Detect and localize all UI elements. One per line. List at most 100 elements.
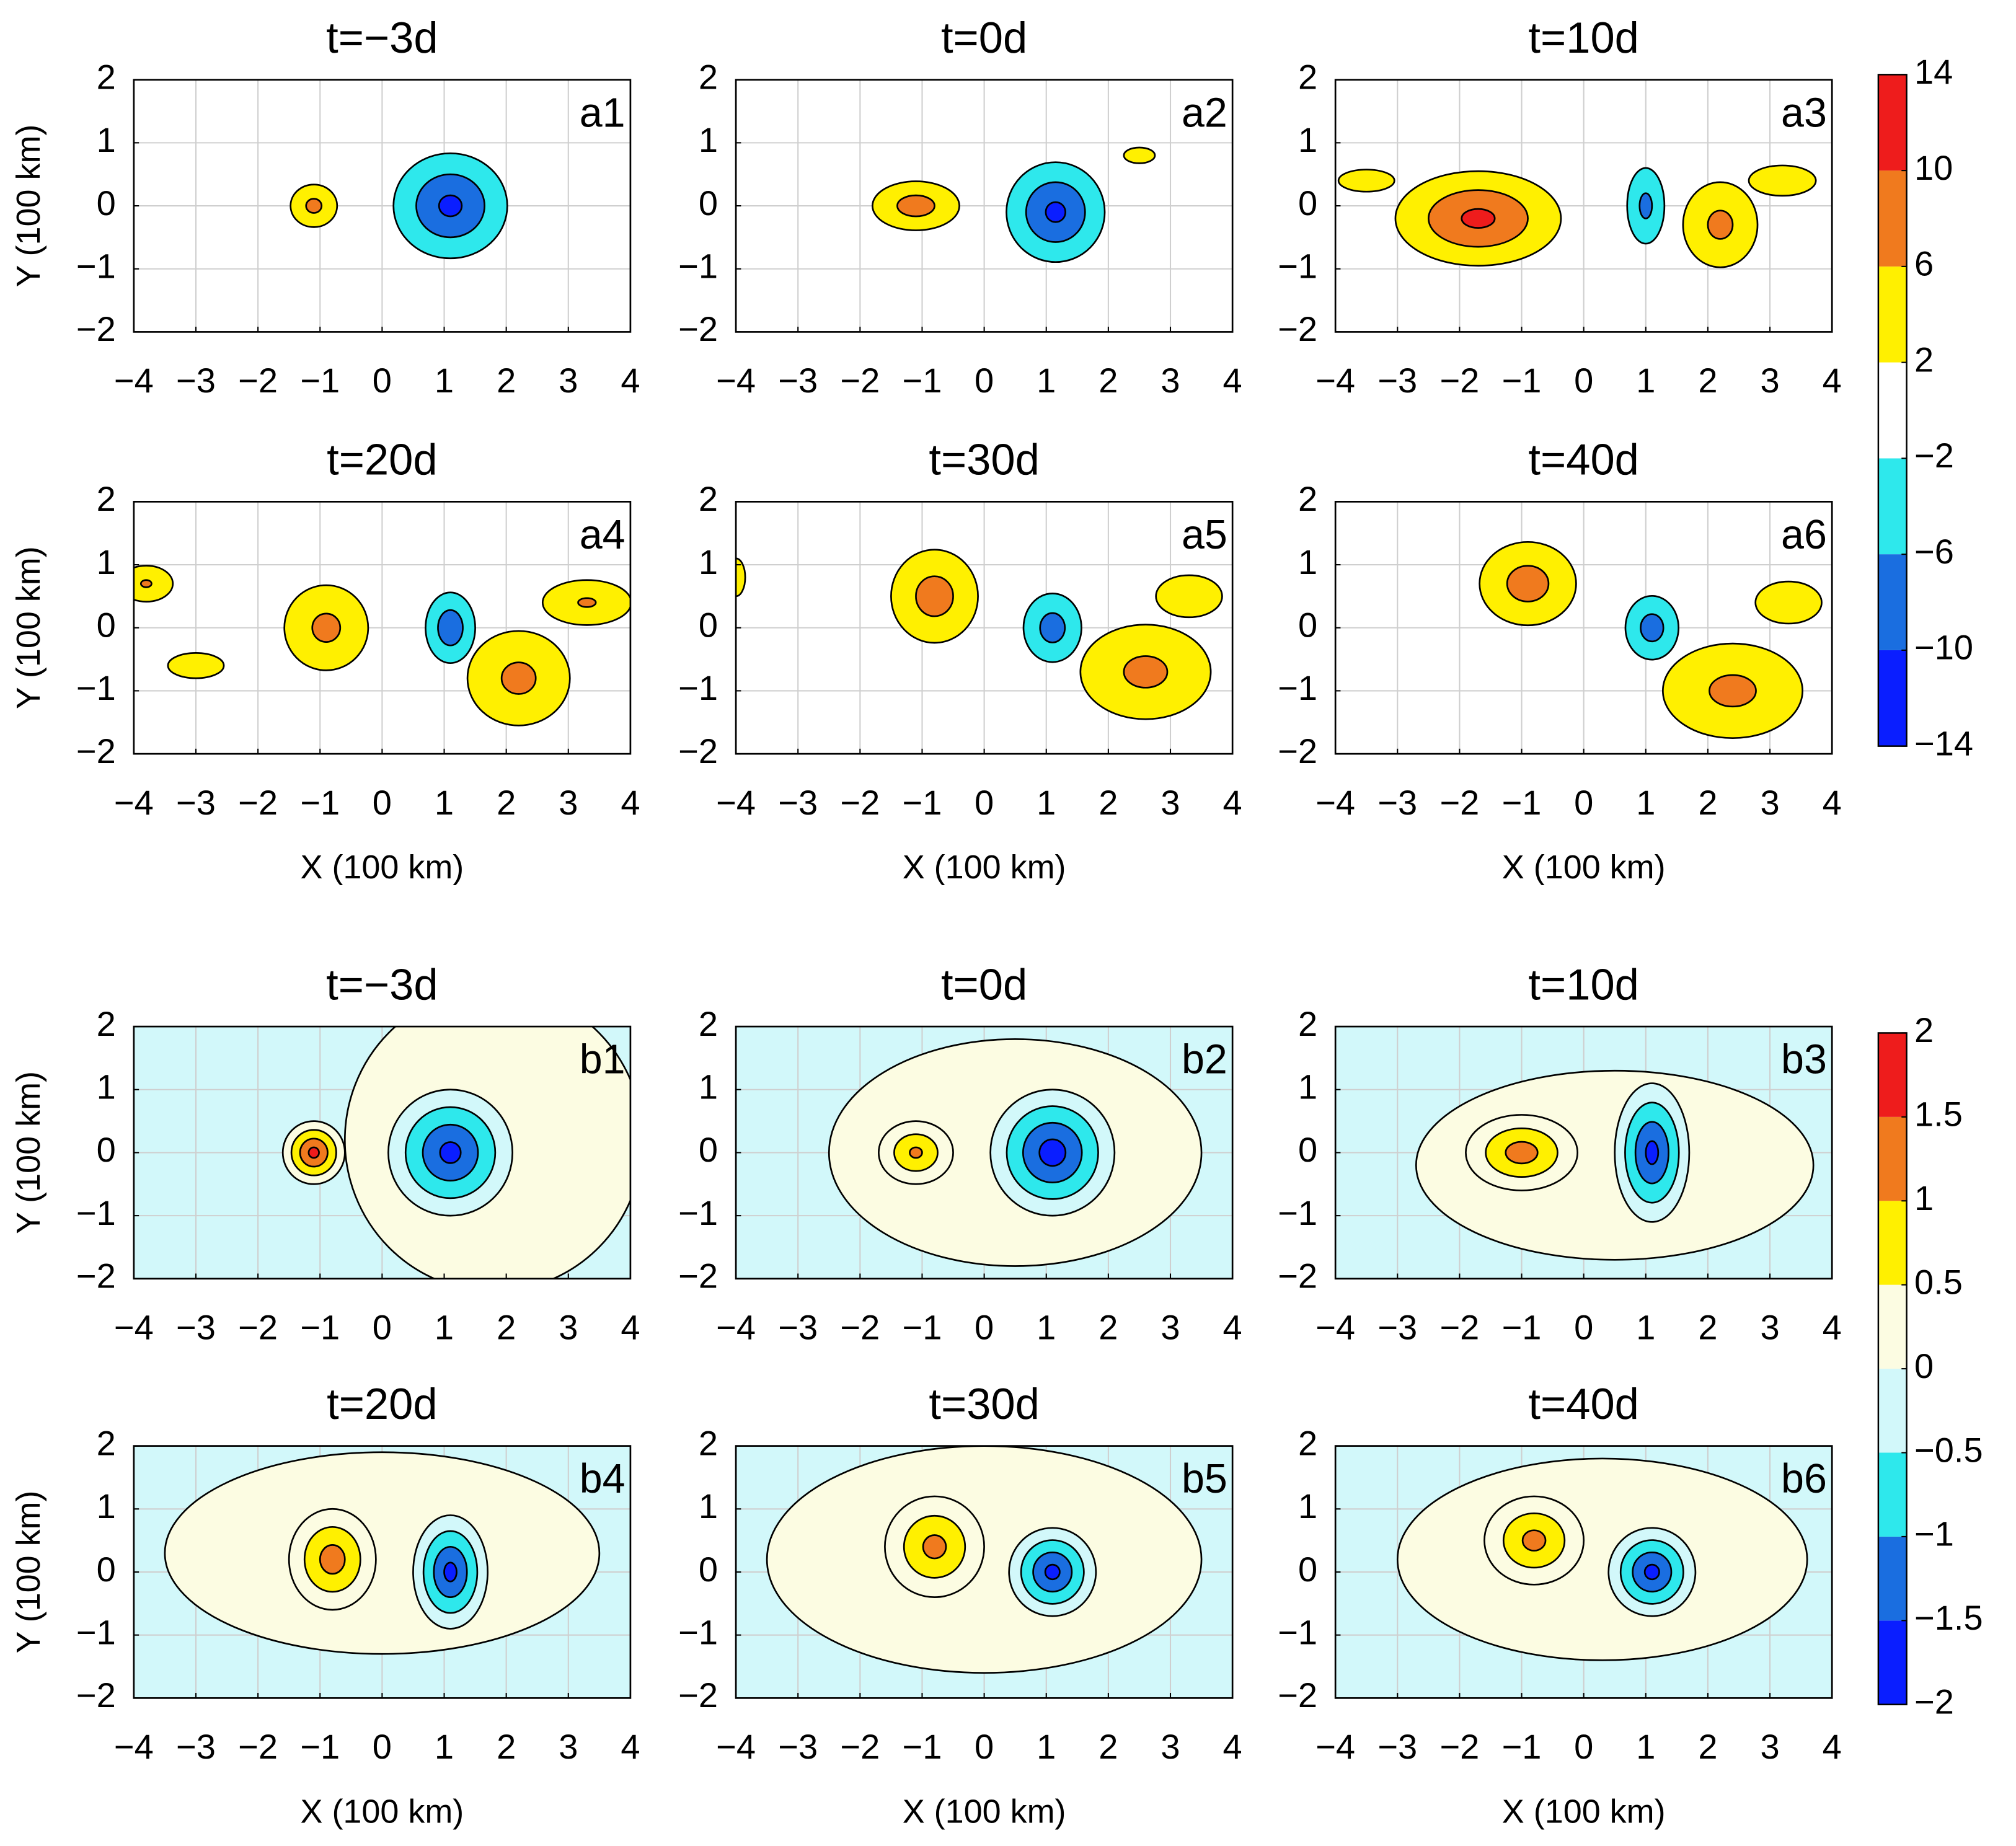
x-tick-label: −4 [114,783,154,822]
contour-fill [1643,1563,1660,1581]
x-tick-label: 2 [497,1727,516,1766]
x-tick-label: 0 [1574,783,1593,822]
x-tick-label: −3 [176,783,216,822]
contour-fill [1337,169,1395,193]
y-tick-label: −1 [1278,668,1317,707]
x-tick-label: 3 [1161,783,1180,822]
panel-title: t=40d [1528,435,1639,484]
contour-fill [909,1146,923,1159]
x-tick-label: 0 [975,1308,994,1347]
x-tick-label: 1 [1037,1727,1056,1766]
colorbar-band [1878,650,1907,746]
panel-title: t=20d [327,435,438,484]
x-tick-label: 4 [621,783,640,822]
x-tick-label: −1 [300,1727,340,1766]
panel-title: t=−3d [326,960,438,1009]
panel [133,501,630,754]
x-tick-label: 4 [1823,1727,1842,1766]
y-axis-label: Y (100 km) [10,546,47,709]
y-tick-label: 2 [699,57,718,96]
x-tick-label: −4 [1315,361,1355,400]
y-tick-label: 1 [97,1067,116,1106]
y-tick-label: 1 [699,542,718,581]
panel [736,79,1233,332]
y-tick-label: −2 [678,309,718,348]
y-tick-label: 2 [97,1004,116,1043]
x-axis-label: X (100 km) [301,849,464,886]
y-tick-label: 1 [97,542,116,581]
x-tick-label: 0 [1574,1308,1593,1347]
y-tick-label: 0 [97,183,116,223]
x-tick-label: 1 [1037,1308,1056,1347]
y-tick-label: −1 [1278,247,1317,286]
x-tick-label: 3 [559,361,578,400]
contour-fill [500,661,537,695]
y-tick-label: 0 [699,183,718,223]
x-tick-label: 4 [1223,783,1242,822]
x-tick-label: 1 [435,783,454,822]
contour-fill [438,194,463,218]
y-tick-label: −2 [76,1256,116,1296]
contour-fill [305,198,323,214]
y-tick-label: 2 [97,57,116,96]
contour-fill [437,609,464,647]
x-tick-label: −1 [903,1727,942,1766]
panel-label: a1 [580,90,626,136]
x-tick-label: 1 [1037,361,1056,400]
y-tick-label: 2 [1298,1004,1317,1043]
panel-title: t=30d [929,1379,1040,1428]
panel [133,1446,630,1698]
y-tick-label: −2 [678,731,718,771]
contour-fill [1748,164,1817,197]
x-tick-label: 1 [1636,783,1655,822]
panel-title: t=30d [929,435,1040,484]
contour-fill [133,565,174,603]
x-tick-label: −2 [1439,783,1479,822]
y-tick-label: 0 [97,1130,116,1169]
contour-fill [167,652,225,679]
contour-fill [319,1544,346,1575]
panel [736,1446,1233,1698]
x-tick-label: −4 [716,361,756,400]
x-tick-label: −3 [778,1308,818,1347]
panel [1335,79,1833,332]
x-tick-label: −1 [300,361,340,400]
y-tick-label: 2 [97,1423,116,1462]
contour-fill [1640,613,1665,643]
x-tick-label: −4 [1315,783,1355,822]
x-tick-label: 2 [1099,1308,1118,1347]
x-tick-label: 0 [373,361,392,400]
y-tick-label: 1 [699,1486,718,1526]
x-tick-label: 4 [1223,1727,1242,1766]
colorbar-label: 6 [1914,244,1934,283]
x-tick-label: 0 [373,1727,392,1766]
x-tick-label: −1 [300,783,340,822]
contour-fill [1123,146,1156,164]
contour-fill [577,597,597,608]
colorbar-label: −1 [1914,1514,1954,1553]
x-tick-label: 0 [975,783,994,822]
y-tick-label: 2 [1298,1423,1317,1462]
x-tick-label: −2 [840,1308,880,1347]
x-tick-label: −1 [1502,361,1542,400]
panel-label: a3 [1781,90,1827,136]
x-tick-label: −3 [1377,783,1417,822]
y-tick-label: −1 [76,1193,116,1232]
x-tick-label: 3 [1760,361,1779,400]
y-tick-label: −1 [678,247,718,286]
x-tick-label: −2 [238,1727,278,1766]
x-tick-label: 3 [1760,783,1779,822]
colorbar-band [1878,458,1907,555]
y-tick-label: −1 [678,1193,718,1232]
x-tick-label: −1 [903,1308,942,1347]
y-tick-label: 0 [1298,1130,1317,1169]
contour-fill [1638,192,1653,219]
contour-fill [1044,1563,1061,1581]
x-tick-label: 0 [373,783,392,822]
x-tick-label: 3 [1161,1308,1180,1347]
colorbar-band [1878,266,1907,363]
panel-label: b1 [580,1037,626,1083]
y-tick-label: −2 [1278,1676,1317,1715]
x-tick-label: 2 [497,361,516,400]
panel-title: t=0d [941,960,1027,1009]
